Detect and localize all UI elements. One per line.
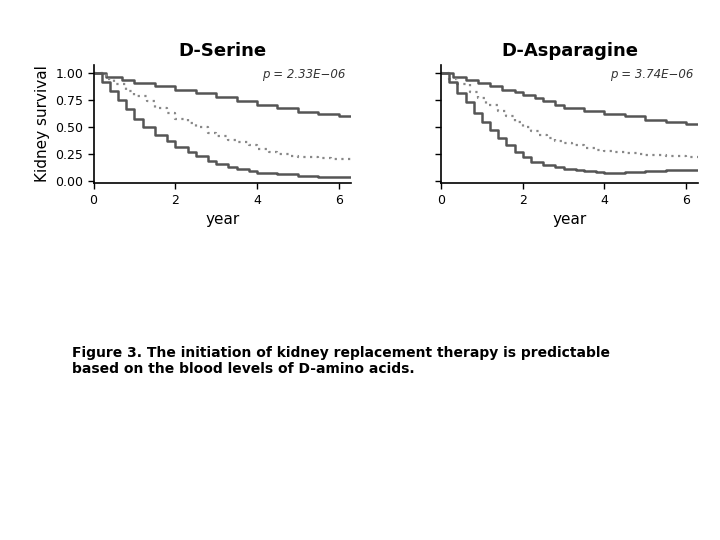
- X-axis label: year: year: [205, 212, 240, 227]
- Y-axis label: Kidney survival: Kidney survival: [35, 65, 50, 183]
- Text: Figure 3. The initiation of kidney replacement therapy is predictable
based on t: Figure 3. The initiation of kidney repla…: [72, 346, 610, 376]
- Title: D-Serine: D-Serine: [179, 43, 266, 60]
- Title: D-Asparagine: D-Asparagine: [501, 43, 638, 60]
- X-axis label: year: year: [552, 212, 587, 227]
- Text: p = 3.74E−06: p = 3.74E−06: [610, 69, 693, 82]
- Text: p = 2.33E−06: p = 2.33E−06: [262, 69, 346, 82]
